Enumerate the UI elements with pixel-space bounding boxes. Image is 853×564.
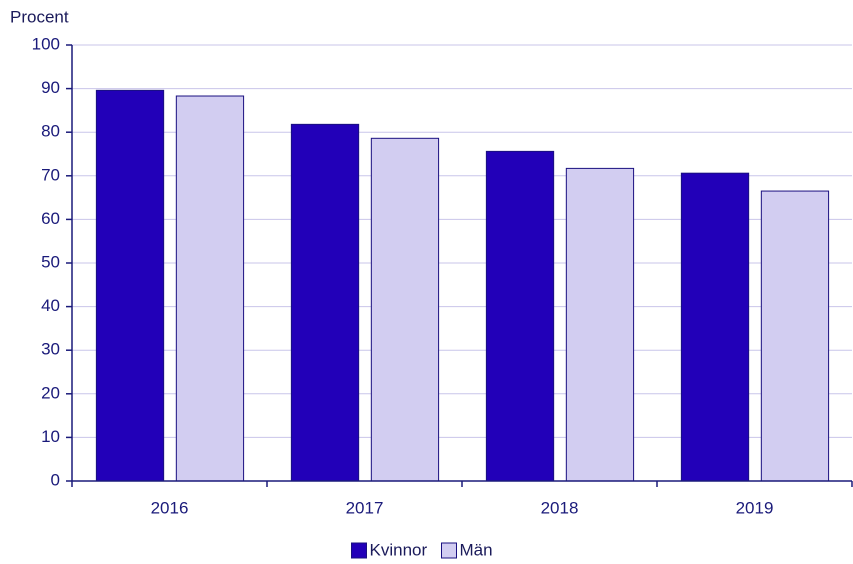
bar: [760, 190, 830, 482]
y-tick-label: 70: [41, 165, 60, 184]
y-tick-label: 90: [41, 78, 60, 97]
bar: [370, 137, 440, 482]
bar: [95, 89, 165, 482]
legend-label: Kvinnor: [370, 540, 428, 559]
bar: [565, 167, 635, 482]
y-tick-label: 20: [41, 383, 60, 402]
x-tick-label: 2017: [346, 498, 384, 517]
y-tick-label: 10: [41, 427, 60, 446]
y-tick-label: 30: [41, 340, 60, 359]
legend-swatch: [441, 542, 457, 559]
y-tick-label: 60: [41, 209, 60, 228]
legend-label: Män: [460, 540, 493, 559]
y-tick-label: 0: [51, 470, 60, 489]
legend-swatch: [351, 542, 367, 559]
y-tick-label: 80: [41, 122, 60, 141]
y-tick-label: 100: [32, 34, 60, 53]
bar: [680, 172, 750, 482]
y-tick-label: 40: [41, 296, 60, 315]
x-tick-label: 2016: [151, 498, 189, 517]
y-axis-label: Procent: [10, 7, 69, 26]
bar: [485, 150, 555, 482]
bar: [290, 123, 360, 482]
bar: [175, 95, 245, 482]
y-tick-label: 50: [41, 252, 60, 271]
x-tick-label: 2019: [736, 498, 774, 517]
x-tick-label: 2018: [541, 498, 579, 517]
